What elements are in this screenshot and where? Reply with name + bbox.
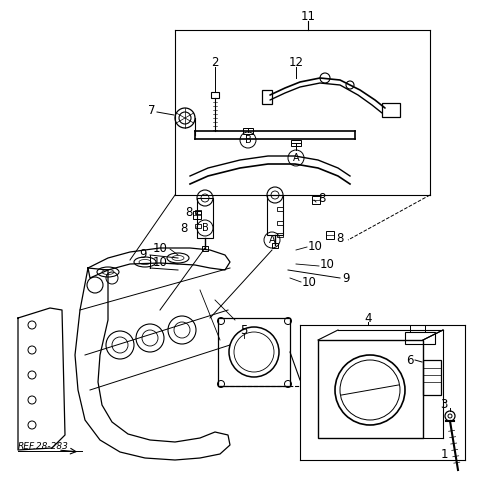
Text: B: B [202,223,208,233]
Bar [405,332,435,344]
Bar [318,340,423,438]
Text: 8: 8 [186,205,193,218]
Bar [277,233,283,237]
Text: 2: 2 [211,56,219,69]
Text: 7: 7 [148,104,156,117]
Bar [291,140,301,146]
Bar [202,246,208,251]
Bar [423,360,441,395]
Text: 4: 4 [364,312,372,325]
Text: 1: 1 [440,447,448,460]
Bar [243,128,253,134]
Bar [211,92,219,98]
Text: 10: 10 [308,239,323,253]
Text: 8: 8 [180,221,188,234]
Bar [193,211,201,219]
Bar [218,318,290,386]
Text: 8: 8 [336,231,343,244]
Text: B: B [245,135,252,145]
Text: 11: 11 [300,10,315,23]
Text: 9: 9 [140,248,147,262]
Bar [195,224,201,228]
Bar [312,196,320,204]
Bar [195,210,201,214]
Text: 8: 8 [318,191,325,204]
Text: 9: 9 [342,272,349,285]
Bar [277,207,283,211]
Text: 3: 3 [440,397,448,410]
Bar [326,231,334,239]
Bar [267,195,283,235]
Text: A: A [293,153,300,163]
Bar [382,103,400,117]
Text: A: A [269,235,276,245]
Bar [262,90,272,104]
Text: 10: 10 [153,241,168,255]
Text: 6: 6 [406,354,414,367]
Text: 10: 10 [320,259,335,272]
Text: 12: 12 [288,56,303,69]
Text: 5: 5 [240,324,248,337]
Bar [272,243,278,248]
Text: REF.28-283: REF.28-283 [18,442,69,451]
Text: 10: 10 [153,256,168,269]
Bar [197,198,213,238]
Text: 10: 10 [302,276,317,289]
Bar [277,221,283,225]
